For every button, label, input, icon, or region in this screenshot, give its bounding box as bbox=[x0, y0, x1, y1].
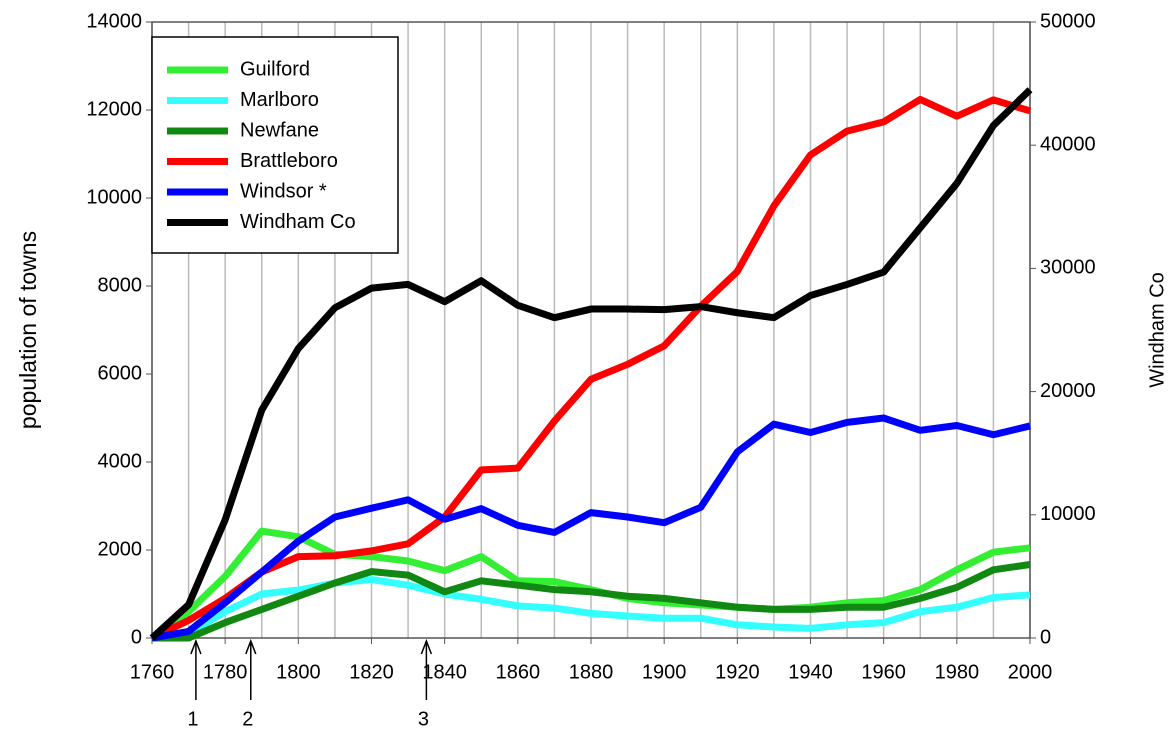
legend-label: Newfane bbox=[240, 119, 319, 141]
arrow-head bbox=[245, 638, 257, 655]
series-line bbox=[151, 414, 1031, 642]
y-tick-label: 4000 bbox=[98, 450, 143, 472]
x-tick-label: 1820 bbox=[349, 661, 394, 683]
y-tick-label: 6000 bbox=[98, 362, 143, 384]
x-tick-label: 1860 bbox=[496, 661, 541, 683]
x-tick-label: 1920 bbox=[715, 661, 760, 683]
x-tick-label: 1940 bbox=[788, 661, 833, 683]
series-line bbox=[152, 561, 1031, 642]
y2-tick-label: 40000 bbox=[1040, 133, 1096, 155]
series-line bbox=[149, 87, 1033, 641]
y2-tick-label: 50000 bbox=[1040, 10, 1096, 32]
series-line bbox=[150, 95, 1032, 642]
x-tick-label: 1960 bbox=[861, 661, 906, 683]
y2-tick-label: 30000 bbox=[1040, 257, 1096, 279]
y-tick-label: 10000 bbox=[86, 186, 142, 208]
x-tick-label: 1880 bbox=[569, 661, 614, 683]
annotation-label: 3 bbox=[418, 708, 429, 730]
legend-label: Guilford bbox=[240, 58, 310, 80]
x-tick-label: 1800 bbox=[276, 661, 321, 683]
legend-label: Windsor * bbox=[240, 180, 327, 202]
series-line bbox=[151, 575, 1031, 642]
x-tick-label: 1980 bbox=[935, 661, 980, 683]
legend-label: Windham Co bbox=[240, 211, 356, 233]
y-tick-label: 2000 bbox=[98, 538, 143, 560]
y-tick-label: 14000 bbox=[86, 10, 142, 32]
legend-label: Marlboro bbox=[240, 89, 319, 111]
arrow-head bbox=[420, 638, 433, 655]
arrow-head bbox=[190, 638, 202, 655]
x-tick-label: 1900 bbox=[642, 661, 687, 683]
annotation-label: 2 bbox=[242, 708, 253, 730]
y-tick-label: 12000 bbox=[86, 98, 142, 120]
x-tick-label: 1780 bbox=[203, 661, 248, 683]
y2-tick-label: 0 bbox=[1040, 626, 1051, 648]
x-tick-label: 2000 bbox=[1008, 661, 1053, 683]
x-tick-label: 1760 bbox=[130, 661, 175, 683]
annotation-label: 1 bbox=[187, 708, 198, 730]
y2-axis-label: Windham Co bbox=[1146, 272, 1168, 388]
y-axis-label: population of towns bbox=[15, 231, 41, 429]
y2-tick-label: 20000 bbox=[1040, 380, 1096, 402]
y2-tick-label: 10000 bbox=[1040, 503, 1096, 525]
legend-label: Brattleboro bbox=[240, 150, 338, 172]
x-tick-label: 1840 bbox=[422, 661, 467, 683]
y-tick-label: 0 bbox=[131, 626, 142, 648]
y-tick-label: 8000 bbox=[98, 274, 143, 296]
